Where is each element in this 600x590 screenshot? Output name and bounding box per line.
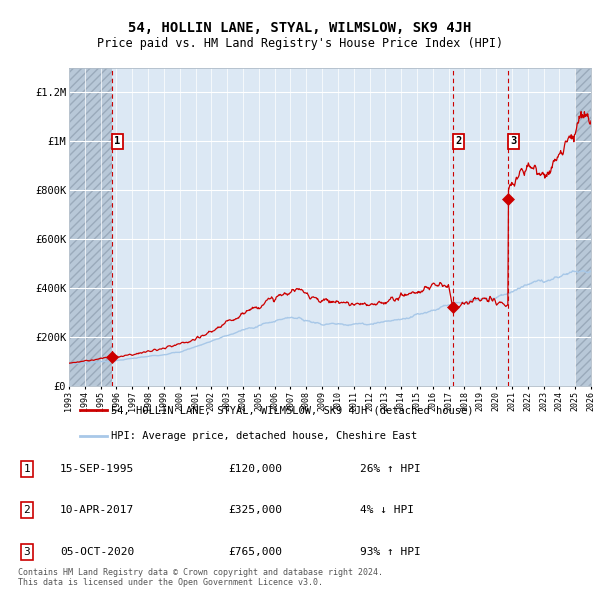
Text: HPI: Average price, detached house, Cheshire East: HPI: Average price, detached house, Ches… [111, 431, 418, 441]
Text: 26% ↑ HPI: 26% ↑ HPI [360, 464, 421, 474]
Text: 4% ↓ HPI: 4% ↓ HPI [360, 506, 414, 515]
Text: 3: 3 [511, 136, 517, 146]
Text: 1: 1 [23, 464, 31, 474]
Text: 93% ↑ HPI: 93% ↑ HPI [360, 547, 421, 556]
Text: 10-APR-2017: 10-APR-2017 [60, 506, 134, 515]
Text: 2: 2 [23, 506, 31, 515]
Text: 05-OCT-2020: 05-OCT-2020 [60, 547, 134, 556]
Text: £765,000: £765,000 [228, 547, 282, 556]
Text: 2: 2 [455, 136, 461, 146]
Text: £325,000: £325,000 [228, 506, 282, 515]
Text: 15-SEP-1995: 15-SEP-1995 [60, 464, 134, 474]
Text: 54, HOLLIN LANE, STYAL, WILMSLOW, SK9 4JH: 54, HOLLIN LANE, STYAL, WILMSLOW, SK9 4J… [128, 21, 472, 35]
Text: £120,000: £120,000 [228, 464, 282, 474]
Text: 54, HOLLIN LANE, STYAL, WILMSLOW, SK9 4JH (detached house): 54, HOLLIN LANE, STYAL, WILMSLOW, SK9 4J… [111, 405, 473, 415]
Text: Price paid vs. HM Land Registry's House Price Index (HPI): Price paid vs. HM Land Registry's House … [97, 37, 503, 50]
Text: 3: 3 [23, 547, 31, 556]
Text: Contains HM Land Registry data © Crown copyright and database right 2024.
This d: Contains HM Land Registry data © Crown c… [18, 568, 383, 587]
Text: 1: 1 [115, 136, 121, 146]
